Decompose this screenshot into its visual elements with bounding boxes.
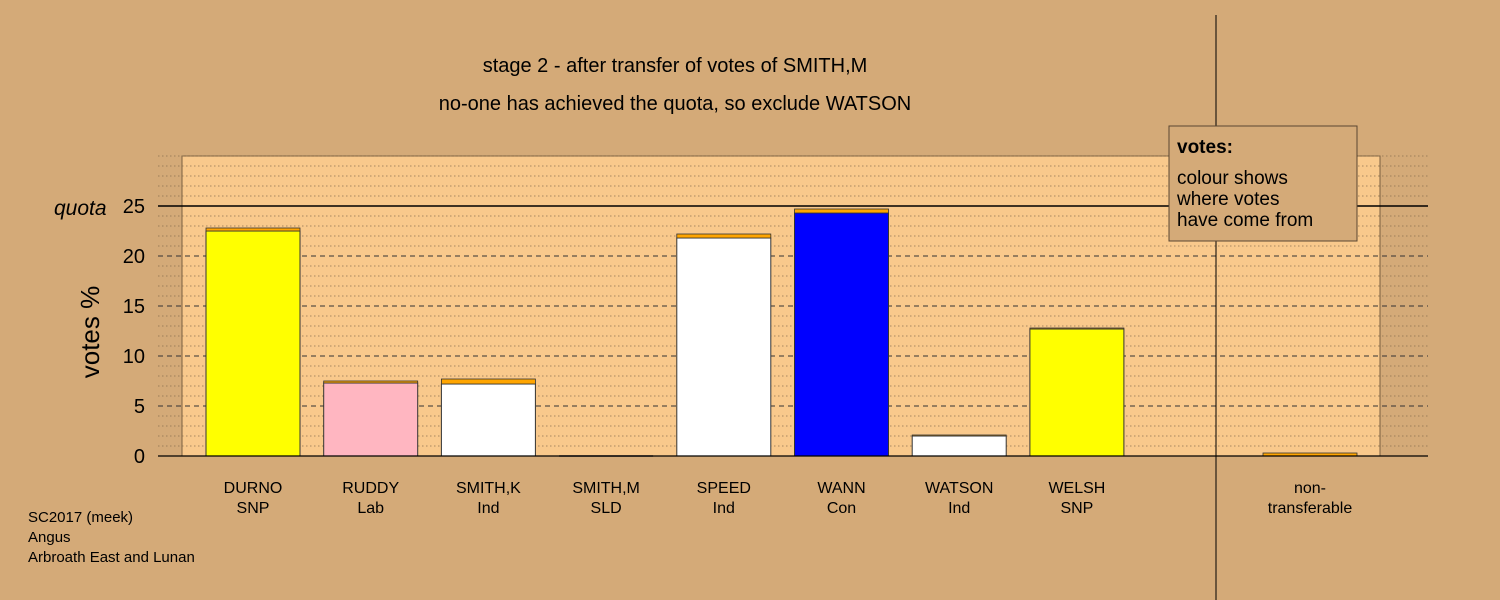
legend-title: votes: (1177, 137, 1233, 158)
quota-label: quota (54, 197, 107, 220)
legend-box (1168, 125, 1358, 242)
footer-info: SC2017 (meek) Angus Arbroath East and Lu… (28, 508, 195, 568)
y-tick-label: 20 (123, 246, 145, 268)
y-tick-label: 10 (123, 346, 145, 368)
candidate-name-label: RUDDY (342, 480, 399, 497)
candidate-party-label: SLD (591, 500, 622, 517)
bar-ruddy (323, 382, 419, 457)
candidate-name-label: WATSON (925, 480, 993, 497)
bar-transfer-segment (440, 378, 536, 385)
chart-title-line1: stage 2 - after transfer of votes of SMI… (483, 55, 868, 77)
candidate-party-label: Ind (477, 500, 499, 517)
candidate-party-label: SNP (237, 500, 270, 517)
footer-election: SC2017 (meek) (28, 509, 134, 526)
bar-transfer-segment (676, 233, 772, 239)
bar-watson (911, 435, 1007, 457)
legend-line-2: where votes (1176, 189, 1279, 210)
candidate-name-label: SMITH,M (572, 480, 640, 497)
bar-transfer-segment (911, 434, 1007, 437)
nontransferable-label-line2: transferable (1268, 500, 1353, 517)
candidate-party-label: Con (827, 500, 856, 517)
bar-transfer-segment (323, 380, 419, 384)
y-tick-label: 25 (123, 196, 145, 218)
bar-smith-k (440, 383, 536, 457)
bar-transfer-segment (794, 208, 889, 214)
candidate-name-label: SMITH,K (456, 480, 521, 497)
footer-ward: Arbroath East and Lunan (28, 549, 195, 566)
bar-transfer-segment (205, 227, 301, 232)
candidate-name-label: WELSH (1048, 480, 1105, 497)
candidate-party-label: Ind (948, 500, 970, 517)
bar-speed (676, 237, 772, 457)
y-tick-label: 15 (123, 296, 145, 318)
candidate-name-label: DURNO (224, 480, 283, 497)
candidate-name-label: WANN (817, 480, 865, 497)
y-tick-label: 5 (134, 396, 145, 418)
candidate-party-label: Lab (357, 500, 384, 517)
bar-welsh (1029, 328, 1125, 457)
bar-wann (794, 212, 889, 457)
candidate-party-label: Ind (713, 500, 735, 517)
y-tick-label: 0 (134, 446, 145, 468)
legend: votes: colour shows where votes have com… (1168, 125, 1358, 242)
candidate-name-label: SPEED (697, 480, 751, 497)
chart-title-line2: no-one has achieved the quota, so exclud… (439, 93, 912, 115)
y-axis-label: votes % (75, 286, 105, 379)
bar-transfer-segment (1029, 327, 1125, 330)
footer-council: Angus (28, 529, 71, 546)
legend-line-1: colour shows (1177, 168, 1288, 189)
nontransferable-label-line1: non- (1294, 480, 1326, 497)
bar-durno (205, 230, 301, 457)
legend-line-3: have come from (1177, 210, 1313, 231)
candidate-party-label: SNP (1060, 500, 1093, 517)
